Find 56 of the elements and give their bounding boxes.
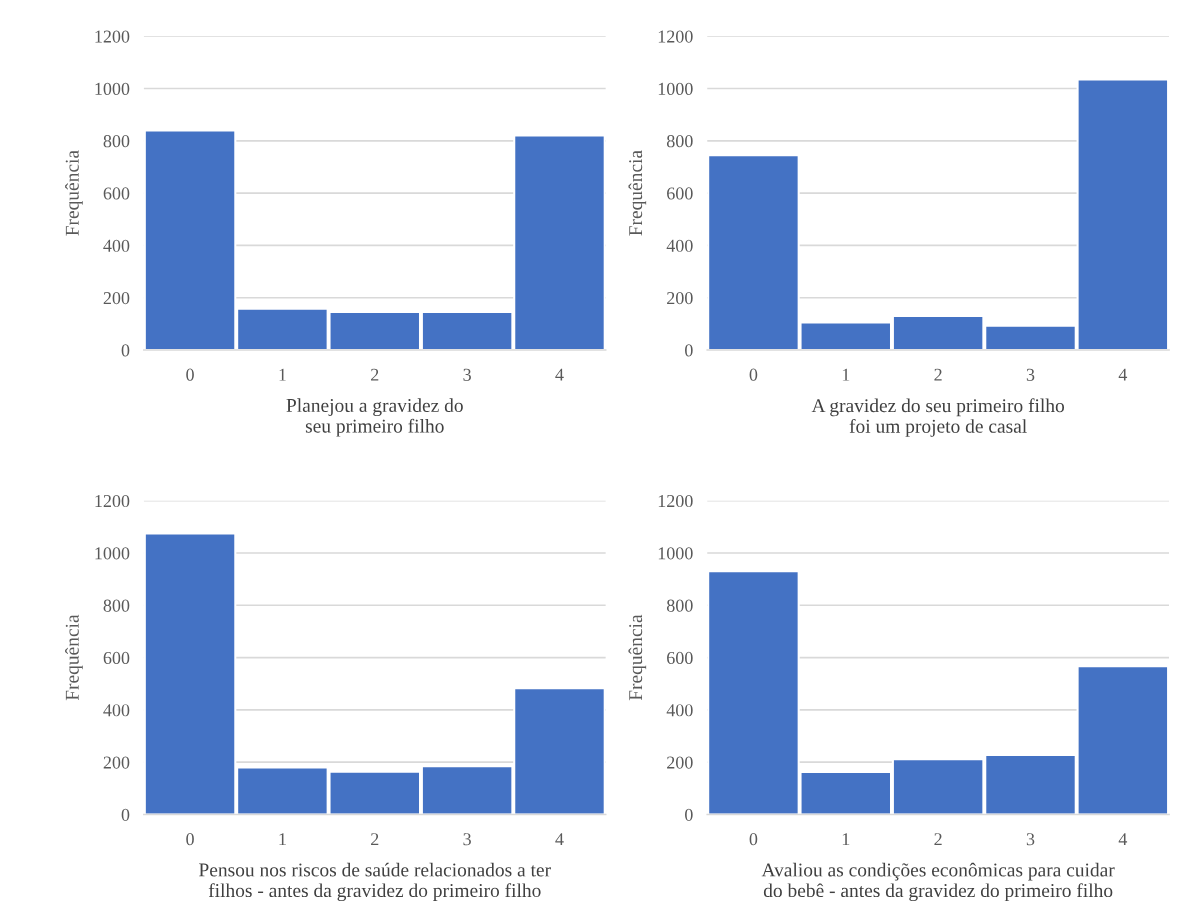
y-axis-title: Frequência (628, 150, 647, 236)
x-tick-label: 4 (555, 833, 564, 846)
x-tick-label: 3 (463, 833, 471, 846)
x-tick-label: 2 (934, 833, 942, 846)
x-tick-label: 2 (371, 368, 379, 381)
x-tick-label: 1 (279, 368, 286, 381)
x-tick-label: 1 (279, 833, 286, 846)
y-tick-label: 800 (103, 135, 130, 148)
x-axis-title: Avaliou as condições econômicas para cuidar do bebê - antes da gravidez do primeiro filho (761, 862, 1115, 902)
y-tick-label: 600 (103, 651, 130, 665)
x-axis-title: Planejou a gravidez do seu primeiro filho (286, 398, 463, 437)
x-tick-label: 4 (1118, 833, 1128, 846)
x-tick-label: 2 (371, 833, 379, 846)
y-axis-title: Frequência (628, 614, 647, 701)
y-tick-label: 1200 (95, 494, 130, 508)
x-tick-label: 0 (186, 368, 194, 381)
y-tick-label: 400 (666, 704, 693, 717)
y-tick-label: 600 (103, 187, 130, 200)
y-tick-label: 0 (685, 344, 693, 357)
y-tick-label: 200 (667, 291, 693, 305)
y-tick-label: 400 (103, 239, 130, 252)
y-tick-label: 600 (667, 187, 693, 200)
x-tick-label: 0 (749, 368, 758, 381)
y-axis-title: Frequência (65, 150, 83, 236)
x-axis-title: A gravidez do seu primeiro filho foi um projeto de casal (811, 398, 1065, 437)
y-tick-label: 1200 (658, 30, 693, 43)
y-tick-label: 200 (103, 756, 130, 769)
x-tick-label: 1 (842, 368, 850, 381)
y-tick-label: 1000 (658, 82, 693, 95)
y-tick-label: 800 (666, 135, 693, 148)
y-tick-label: 1200 (95, 30, 130, 43)
x-tick-label: 1 (842, 833, 850, 846)
x-axis-title: Pensou nos riscos de saúde relacionados a ter filhos - antes da gravidez do primeiro filho (199, 862, 551, 902)
x-tick-label: 3 (1026, 368, 1035, 381)
y-tick-label: 400 (666, 239, 693, 252)
y-tick-label: 1200 (658, 494, 693, 508)
y-tick-label: 0 (121, 808, 130, 821)
y-tick-label: 200 (667, 756, 693, 769)
y-tick-label: 800 (103, 599, 130, 612)
y-axis-title: Frequência (65, 614, 83, 701)
x-tick-label: 3 (463, 368, 471, 381)
y-tick-label: 0 (121, 344, 130, 357)
y-tick-label: 1000 (658, 547, 693, 560)
y-tick-label: 200 (103, 291, 130, 305)
y-tick-label: 1000 (95, 82, 130, 95)
y-tick-label: 1000 (95, 547, 130, 560)
y-tick-label: 600 (667, 651, 693, 665)
x-tick-label: 0 (749, 833, 758, 846)
y-tick-label: 400 (103, 704, 130, 717)
x-tick-label: 2 (934, 368, 942, 381)
y-tick-label: 0 (685, 808, 693, 821)
x-tick-label: 4 (555, 368, 564, 381)
x-tick-label: 4 (1118, 368, 1128, 381)
x-tick-label: 3 (1026, 833, 1035, 846)
x-tick-label: 0 (186, 833, 194, 846)
y-tick-label: 800 (666, 599, 693, 612)
